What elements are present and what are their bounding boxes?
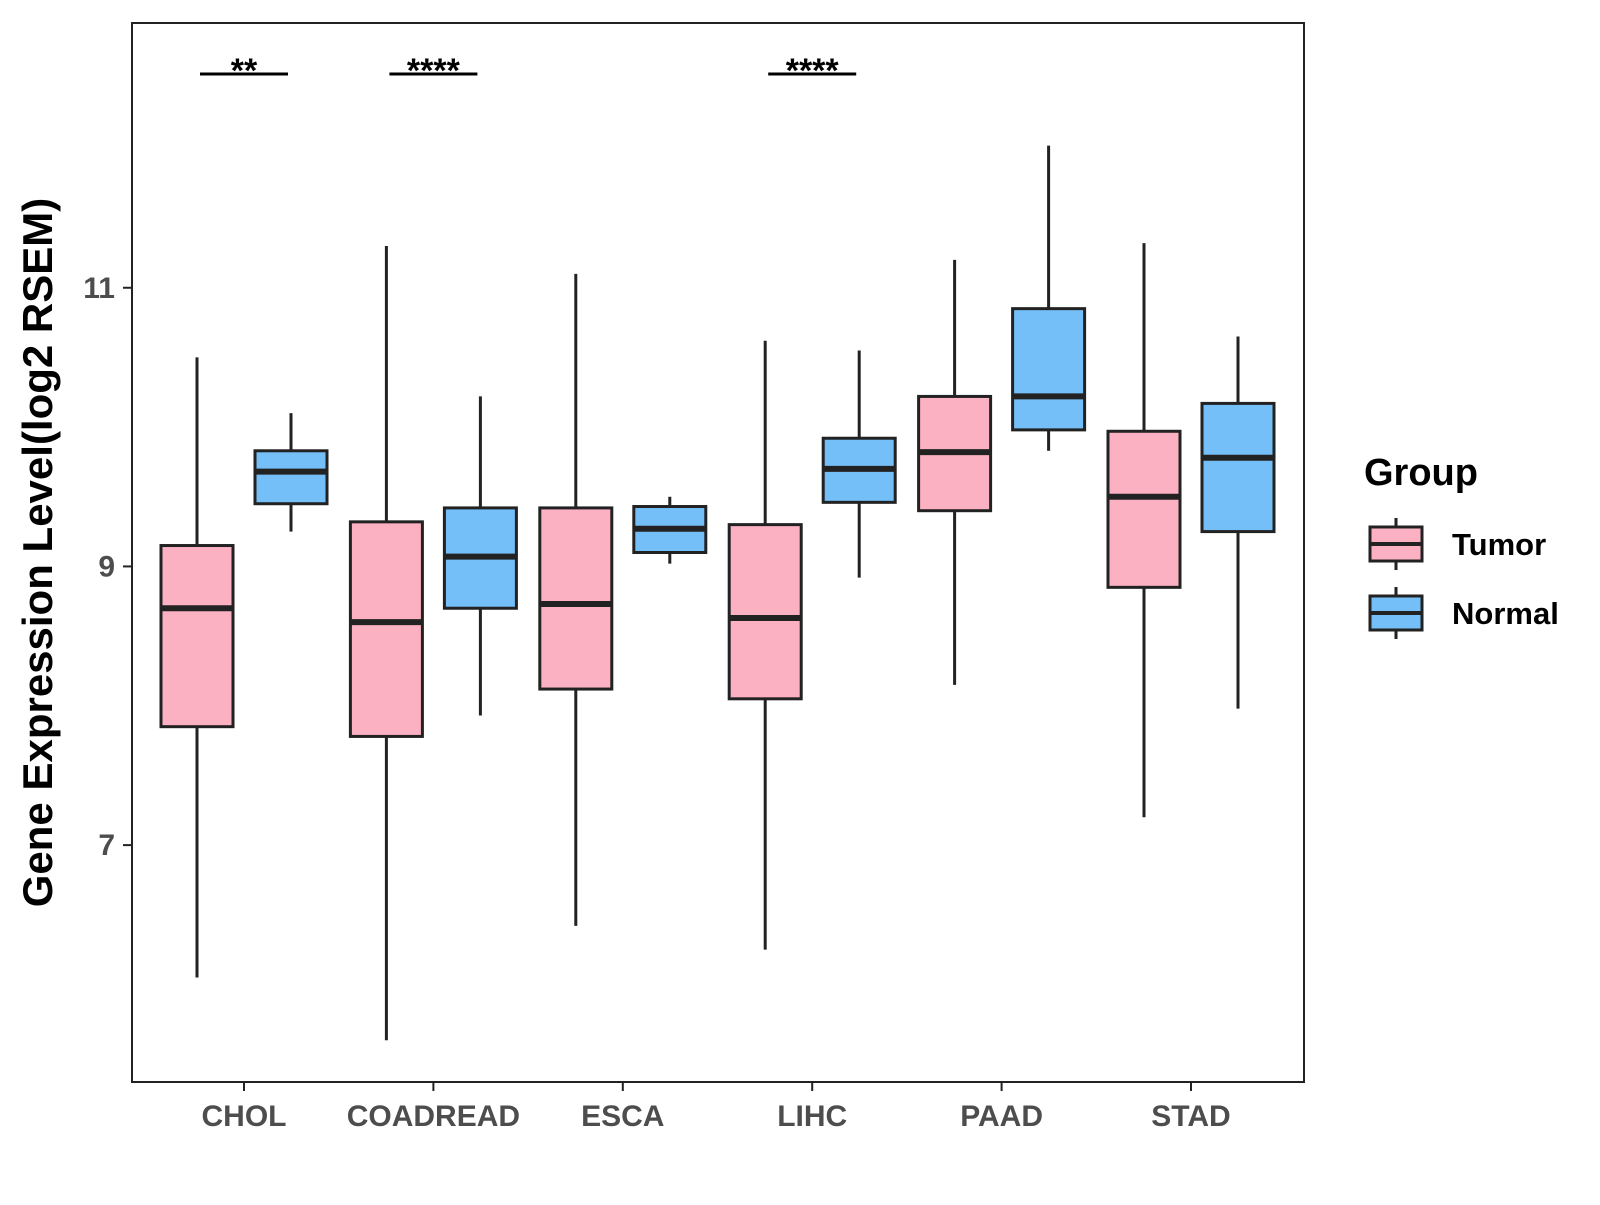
significance-label: ** [231,52,258,90]
box-tumor-esca [538,273,614,926]
box-tumor-lihc [727,340,803,950]
y-tick-label: 9 [98,550,115,583]
box-body [1200,401,1276,534]
axes: 7 9 11 Gene Expression Level(log2 RSEM) CHOL… [14,22,1305,1133]
box-body [1106,429,1182,589]
box-normal-lihc [821,350,897,578]
box-normal-paad [1011,145,1087,451]
legend-label-tumor: Tumor [1452,527,1546,562]
x-tick-label: PAAD [960,1100,1043,1133]
x-tick-label: LIHC [777,1100,847,1133]
x-tick-label: STAD [1151,1100,1230,1133]
box-normal-stad [1200,336,1276,709]
y-tick-label: 7 [98,829,115,862]
box-tumor-paad [917,259,993,685]
x-tick-label: ESCA [581,1100,664,1133]
x-tick-label: COADREAD [347,1100,520,1133]
plot-area: ** **** **** [159,52,1276,1041]
box-normal-esca [632,496,708,564]
x-tick-label: CHOL [202,1100,287,1133]
box-tumor-chol [159,357,235,978]
box-tumor-coadread [348,245,424,1041]
box-body [1011,307,1087,432]
box-body [727,523,803,701]
plot-border [131,22,1305,1083]
legend-label-normal: Normal [1452,596,1559,631]
legend-title: Group [1364,452,1478,494]
box-body [348,520,424,738]
significance-label: **** [786,52,840,90]
legend: Group Tumor Normal [1364,452,1559,639]
box-normal-chol [253,413,329,532]
y-tick-label: 11 [83,272,115,305]
box-body [538,506,614,691]
box-body [253,449,329,506]
significance-label: **** [407,52,461,90]
box-normal-coadread [442,396,518,716]
box-tumor-stad [1106,243,1182,818]
box-body [159,544,235,729]
y-axis-title: Gene Expression Level(log2 RSEM) [14,198,61,908]
